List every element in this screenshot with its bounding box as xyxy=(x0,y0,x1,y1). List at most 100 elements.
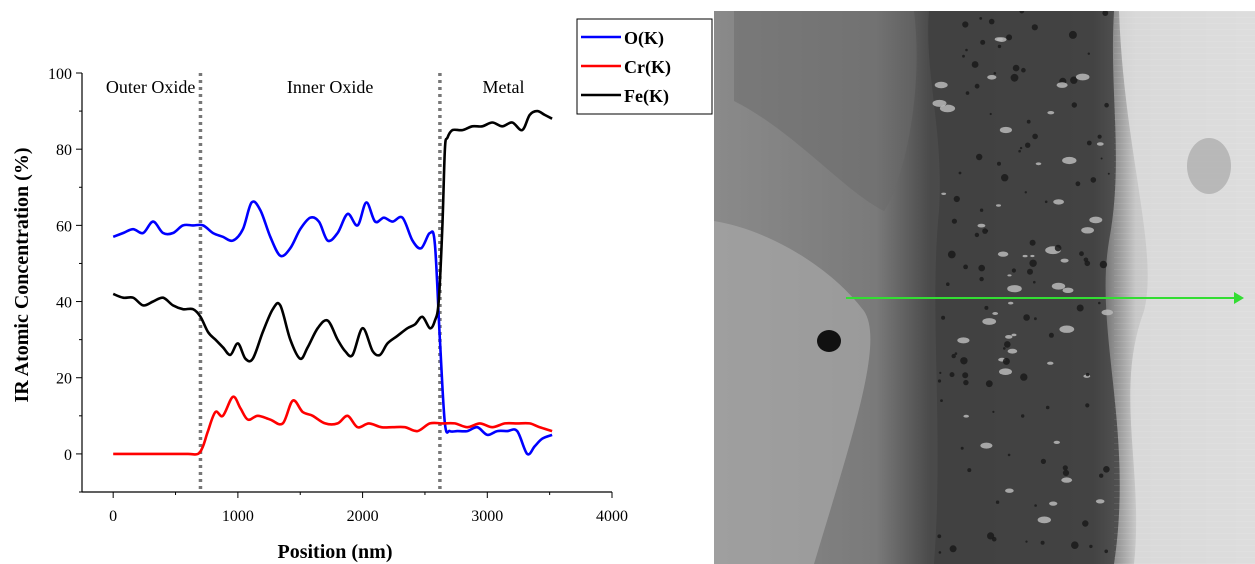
x-tick-label: 1000 xyxy=(222,508,254,525)
pore xyxy=(1071,102,1077,108)
pore xyxy=(1029,239,1036,246)
pore xyxy=(941,315,946,320)
pore xyxy=(1083,257,1089,263)
pore xyxy=(932,99,947,107)
pore xyxy=(1089,216,1103,224)
pore xyxy=(1062,465,1068,471)
pore xyxy=(1056,82,1068,88)
metal-streaks xyxy=(1114,11,1255,564)
pore xyxy=(1096,142,1104,146)
pore xyxy=(1003,347,1006,350)
pore xyxy=(1033,280,1036,284)
outer-oxide-grains xyxy=(714,221,871,564)
pore xyxy=(1007,285,1022,293)
pore xyxy=(1030,254,1035,258)
tick-labels: 0 1000 2000 3000 4000 0 20 40 60 80 100 xyxy=(48,66,628,525)
pore xyxy=(1095,499,1105,504)
pore xyxy=(1040,540,1045,545)
pore xyxy=(1008,301,1014,305)
outer-oxide-grain-upper xyxy=(734,11,917,211)
pore xyxy=(1037,516,1051,524)
pore xyxy=(1085,403,1090,408)
pore xyxy=(1019,11,1025,14)
region-label: Inner Oxide xyxy=(287,77,373,97)
pore xyxy=(1031,24,1038,31)
series-line-fe-k xyxy=(112,109,553,363)
pore xyxy=(1025,540,1028,543)
pore xyxy=(1027,268,1033,275)
pore xyxy=(1104,102,1109,108)
linescan-arrowhead xyxy=(1234,292,1244,304)
pore xyxy=(1005,335,1013,339)
axes xyxy=(76,72,613,498)
pore xyxy=(1047,361,1054,365)
pore xyxy=(974,232,980,238)
pore xyxy=(1081,227,1094,234)
pore xyxy=(1085,372,1090,377)
pore xyxy=(987,75,997,80)
pore xyxy=(1099,473,1104,478)
pore xyxy=(1051,282,1066,290)
pore xyxy=(997,161,1001,166)
pore xyxy=(993,72,997,75)
pore xyxy=(992,410,995,413)
legend-entry: Cr(K) xyxy=(624,57,671,78)
pore xyxy=(1103,466,1110,473)
pore xyxy=(963,379,969,386)
pore xyxy=(1107,172,1110,175)
pore xyxy=(963,414,969,418)
pore xyxy=(999,126,1012,134)
pore xyxy=(1044,200,1048,204)
x-tick-label: 4000 xyxy=(596,508,628,525)
pore xyxy=(960,357,968,365)
pore xyxy=(980,39,986,45)
pore xyxy=(977,223,986,228)
pore xyxy=(960,446,964,450)
pore xyxy=(1060,258,1069,263)
pore xyxy=(951,353,956,359)
pore xyxy=(962,372,969,379)
legend-entry: Fe(K) xyxy=(624,86,669,107)
series-line-o-k xyxy=(112,200,553,456)
pore xyxy=(1053,440,1060,444)
pore xyxy=(940,399,943,402)
pore xyxy=(946,282,950,287)
pore xyxy=(1022,254,1028,258)
pore xyxy=(1049,501,1058,506)
pore xyxy=(982,318,997,325)
pore xyxy=(1035,162,1042,166)
series-line-cr-k xyxy=(113,395,553,456)
pore xyxy=(1075,73,1090,81)
pore xyxy=(1071,541,1079,549)
pore xyxy=(937,379,942,383)
pore xyxy=(1034,317,1037,321)
pore xyxy=(994,37,1003,42)
pore xyxy=(996,204,1001,207)
pore xyxy=(988,18,995,25)
pore xyxy=(1059,325,1075,333)
legend-entry: O(K) xyxy=(624,28,664,49)
series-lines xyxy=(112,109,553,456)
inner-oxide-pores xyxy=(932,11,1114,554)
pore xyxy=(947,250,956,259)
pore xyxy=(995,500,1000,504)
pore xyxy=(997,251,1009,257)
pore xyxy=(967,468,972,473)
pore xyxy=(1012,64,1020,72)
pore xyxy=(965,91,970,95)
pore xyxy=(949,545,957,553)
pore xyxy=(1099,260,1108,269)
pore xyxy=(954,352,958,355)
pore xyxy=(1053,199,1064,205)
pore xyxy=(1023,314,1030,321)
pore xyxy=(1019,146,1023,150)
pore xyxy=(1097,134,1102,139)
pore xyxy=(1061,477,1073,483)
pore xyxy=(938,551,942,554)
pore xyxy=(1054,244,1062,252)
pore xyxy=(1011,333,1017,337)
pore xyxy=(1102,11,1109,16)
pore xyxy=(971,61,979,68)
pore xyxy=(963,264,968,270)
